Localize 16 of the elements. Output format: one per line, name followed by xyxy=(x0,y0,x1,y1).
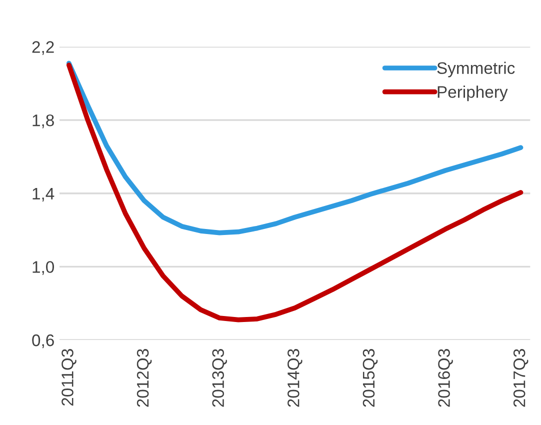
x-tick-label: 2012Q3 xyxy=(136,349,152,407)
y-tick-label: 0,6 xyxy=(32,334,54,348)
x-tick-label: 2016Q3 xyxy=(438,349,453,407)
y-tick-label: 1,8 xyxy=(32,114,54,128)
line-series xyxy=(66,60,524,236)
x-tick-label: 2017Q3 xyxy=(513,349,528,407)
x-tick-label: 2014Q3 xyxy=(288,349,302,407)
x-tick-label: 2013Q3 xyxy=(212,349,227,407)
line-series xyxy=(66,62,524,322)
y-tick-label: 1,4 xyxy=(32,188,54,202)
y-tick-label: 1,0 xyxy=(32,261,54,275)
legend-label: Symmetric xyxy=(437,62,515,78)
legend-label: Periphery xyxy=(438,86,508,102)
y-tick-label: 2,2 xyxy=(32,41,54,55)
x-tick-label: 2011Q3 xyxy=(62,349,76,406)
x-tick-label: 2015Q3 xyxy=(362,349,378,407)
